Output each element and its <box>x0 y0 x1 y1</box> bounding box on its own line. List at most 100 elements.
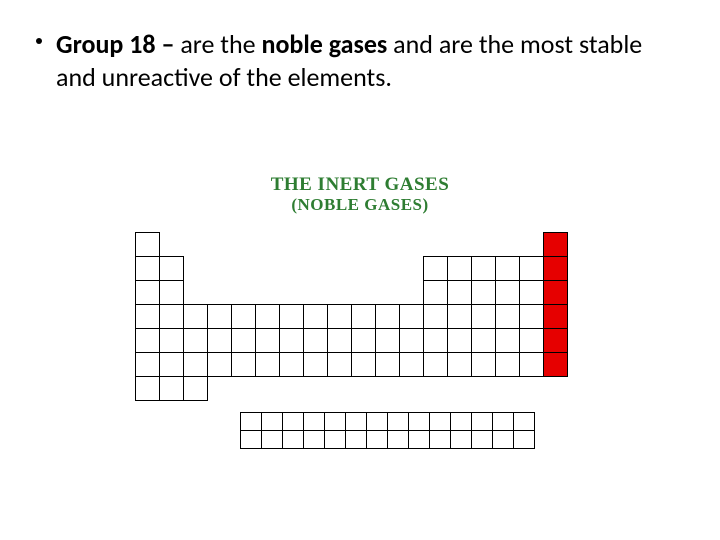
element-cell <box>495 304 520 329</box>
element-cell <box>135 328 160 353</box>
element-cell <box>279 304 304 329</box>
fblock-cell <box>450 430 472 449</box>
element-cell <box>279 352 304 377</box>
fblock-cell <box>303 430 325 449</box>
element-cell <box>471 304 496 329</box>
element-cell <box>255 304 280 329</box>
bullet-text: Group 18 – are the noble gases and are t… <box>56 28 660 93</box>
element-cell <box>447 256 472 281</box>
element-cell <box>327 328 352 353</box>
element-cell <box>159 352 184 377</box>
element-cell <box>303 304 328 329</box>
element-cell <box>303 328 328 353</box>
element-cell <box>351 328 376 353</box>
noble-gas-cell <box>543 352 568 377</box>
element-cell <box>471 328 496 353</box>
element-cell <box>495 352 520 377</box>
fblock-cell <box>261 430 283 449</box>
element-cell <box>399 328 424 353</box>
fblock-cell <box>387 430 409 449</box>
element-cell <box>423 304 448 329</box>
bullet-bold-2: noble gases <box>262 28 388 60</box>
fblock-cell <box>282 412 304 431</box>
element-cell <box>183 328 208 353</box>
element-cell <box>327 352 352 377</box>
fblock-cell <box>240 412 262 431</box>
element-cell <box>351 304 376 329</box>
element-cell <box>399 352 424 377</box>
element-cell <box>423 352 448 377</box>
element-cell <box>447 280 472 305</box>
element-cell <box>231 352 256 377</box>
element-cell <box>135 376 160 401</box>
fblock-cell <box>387 412 409 431</box>
element-cell <box>519 328 544 353</box>
element-cell <box>351 352 376 377</box>
diagram-title-line1: THE INERT GASES <box>170 175 550 196</box>
bullet-text-1: are the <box>180 28 261 60</box>
element-cell <box>423 256 448 281</box>
element-cell <box>159 304 184 329</box>
fblock-cell <box>408 430 430 449</box>
noble-gas-cell <box>543 232 568 257</box>
element-cell <box>255 328 280 353</box>
bullet-dot <box>36 38 42 44</box>
fblock-cell <box>429 412 451 431</box>
noble-gas-cell <box>543 328 568 353</box>
fblock-cell <box>513 412 535 431</box>
fblock-cell <box>492 430 514 449</box>
fblock-cell <box>324 430 346 449</box>
element-cell <box>519 280 544 305</box>
noble-gas-cell <box>543 304 568 329</box>
fblock-cell <box>303 412 325 431</box>
element-cell <box>327 304 352 329</box>
element-cell <box>495 280 520 305</box>
element-cell <box>207 352 232 377</box>
noble-gas-cell <box>543 256 568 281</box>
fblock-cell <box>240 430 262 449</box>
element-cell <box>135 304 160 329</box>
element-cell <box>471 352 496 377</box>
element-cell <box>495 256 520 281</box>
fblock-cell <box>471 412 493 431</box>
element-cell <box>183 304 208 329</box>
element-cell <box>447 304 472 329</box>
element-cell <box>231 328 256 353</box>
fblock-cell <box>345 412 367 431</box>
element-cell <box>279 328 304 353</box>
fblock-cell <box>324 412 346 431</box>
fblock-cell <box>408 412 430 431</box>
element-cell <box>399 304 424 329</box>
element-cell <box>447 328 472 353</box>
fblock-cell <box>261 412 283 431</box>
element-cell <box>135 232 160 257</box>
diagram-title: THE INERT GASES (NOBLE GASES) <box>170 175 550 215</box>
element-cell <box>231 304 256 329</box>
element-cell <box>159 256 184 281</box>
fblock-cell <box>366 412 388 431</box>
element-cell <box>207 328 232 353</box>
element-cell <box>375 352 400 377</box>
element-cell <box>447 352 472 377</box>
element-cell <box>423 328 448 353</box>
fblock-cell <box>429 430 451 449</box>
fblock-cell <box>513 430 535 449</box>
fblock-cell <box>492 412 514 431</box>
element-cell <box>159 376 184 401</box>
bullet-bold-1: Group 18 – <box>56 28 180 60</box>
element-cell <box>519 304 544 329</box>
element-cell <box>135 256 160 281</box>
element-cell <box>135 280 160 305</box>
element-cell <box>159 280 184 305</box>
fblock-cell <box>345 430 367 449</box>
element-cell <box>471 256 496 281</box>
diagram-title-line2: (NOBLE GASES) <box>170 196 550 215</box>
fblock-cell <box>366 430 388 449</box>
element-cell <box>255 352 280 377</box>
fblock-cell <box>471 430 493 449</box>
element-cell <box>375 304 400 329</box>
element-cell <box>519 256 544 281</box>
element-cell <box>303 352 328 377</box>
fblock-cell <box>282 430 304 449</box>
element-cell <box>183 376 208 401</box>
